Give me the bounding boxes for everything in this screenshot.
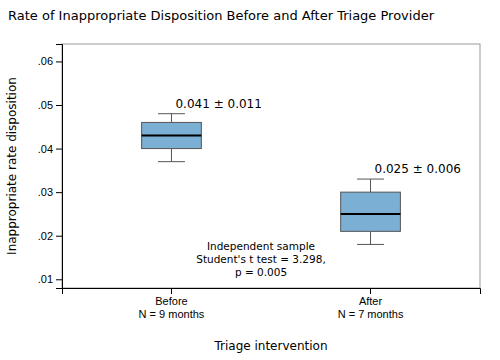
x-tick-label: BeforeN = 9 months	[139, 295, 205, 320]
lower-cap	[357, 244, 384, 245]
upper-whisker	[171, 114, 172, 123]
x-axis-title: Triage intervention	[213, 339, 327, 353]
x-tick-label-line: After	[359, 295, 383, 307]
y-tick-mark	[56, 149, 62, 150]
x-axis-line	[63, 289, 481, 295]
annotation: Independent sampleStudent's t test = 3.2…	[196, 240, 326, 277]
mean-label: 0.025 ± 0.006	[375, 162, 461, 176]
x-tick-label-line: Before	[155, 295, 187, 307]
y-tick-mark	[56, 236, 62, 237]
y-axis-line	[56, 45, 63, 289]
lower-whisker	[171, 149, 172, 162]
y-tick: .05	[38, 99, 62, 111]
y-tick-label: .06	[38, 55, 53, 67]
lower-whisker	[370, 231, 371, 244]
x-tick-label-line: N = 9 months	[139, 308, 205, 320]
annotation-line: Independent sample	[207, 240, 315, 252]
upper-cap	[158, 113, 185, 114]
y-tick: .03	[38, 186, 62, 198]
annotation-line: Student's t test = 3.298,	[196, 253, 326, 265]
y-tick-label: .01	[38, 273, 53, 285]
median	[341, 213, 401, 215]
x-tick: AfterN = 7 months	[338, 288, 404, 320]
box-body	[142, 122, 202, 148]
y-tick-mark	[56, 192, 62, 193]
upper-whisker	[370, 179, 371, 192]
lower-cap	[158, 161, 185, 162]
x-tick-label: AfterN = 7 months	[338, 295, 404, 320]
x-tick-mark	[171, 288, 172, 294]
y-tick-label: .03	[38, 186, 53, 198]
box	[341, 179, 401, 244]
y-tick: .02	[38, 230, 62, 242]
y-tick: .01	[38, 273, 62, 285]
chart: Rate of Inappropriate Disposition Before…	[0, 0, 500, 360]
y-tick-mark	[56, 279, 62, 280]
boxes	[142, 114, 401, 245]
mean-label: 0.041 ± 0.011	[175, 97, 261, 111]
x-axis: BeforeN = 9 months AfterN = 7 months	[63, 288, 481, 320]
y-tick-mark	[56, 105, 62, 106]
x-tick: BeforeN = 9 months	[139, 288, 205, 320]
box	[142, 114, 202, 162]
plot-frame	[62, 44, 480, 288]
y-tick: .04	[38, 143, 62, 155]
upper-cap	[357, 179, 384, 180]
median	[142, 135, 202, 137]
labels: 0.041 ± 0.011 0.025 ± 0.006 Independent sa…	[175, 97, 460, 278]
plot: .01 .02 .03 .04 .05 .06 BeforeN = 9 months Afte…	[38, 44, 481, 320]
y-axis: .01 .02 .03 .04 .05 .06	[38, 45, 63, 289]
y-tick-mark	[56, 61, 62, 62]
y-tick-label: .05	[38, 99, 53, 111]
title: Rate of Inappropriate Disposition Before…	[8, 8, 435, 23]
x-tick-label-line: N = 7 months	[338, 308, 404, 320]
y-tick-label: .02	[38, 230, 53, 242]
y-tick-label: .04	[38, 143, 53, 155]
annotation-line: p = 0.005	[235, 266, 287, 278]
x-tick-mark	[370, 288, 371, 294]
y-axis-title: Inappropriate rate disposition	[5, 77, 19, 255]
y-tick: .06	[38, 55, 62, 67]
box-body	[341, 192, 401, 231]
